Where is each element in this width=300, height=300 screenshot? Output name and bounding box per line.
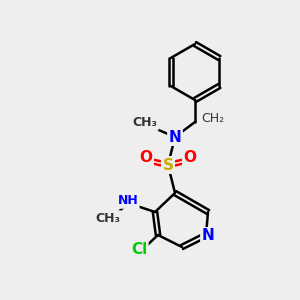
Text: Cl: Cl xyxy=(131,242,147,257)
Text: S: S xyxy=(163,158,173,172)
Text: CH₃: CH₃ xyxy=(133,116,158,130)
Text: CH₃: CH₃ xyxy=(95,212,121,224)
Text: CH₂: CH₂ xyxy=(201,112,224,124)
Text: N: N xyxy=(202,229,214,244)
Text: NH: NH xyxy=(118,194,138,208)
Text: O: O xyxy=(140,151,152,166)
Text: N: N xyxy=(169,130,182,145)
Text: O: O xyxy=(184,151,196,166)
